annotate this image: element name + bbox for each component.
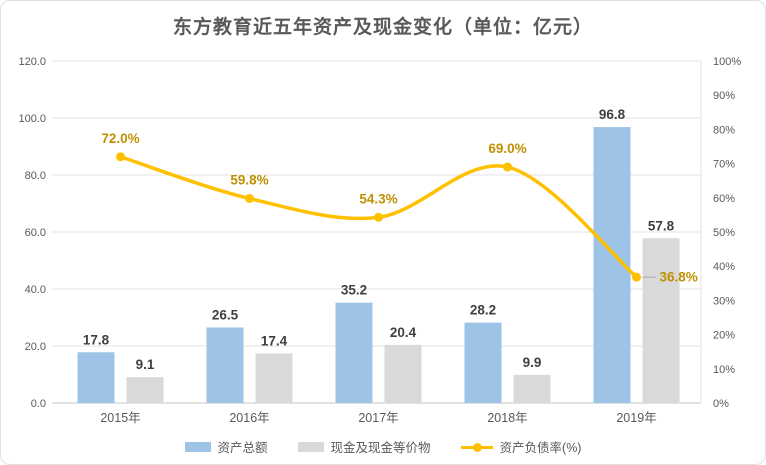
bar-cash-2017年 [384, 344, 422, 403]
legend-label-cash: 现金及现金等价物 [330, 441, 431, 455]
bar-assets-2018年 [464, 322, 502, 403]
bar-cash-2019年 [642, 238, 680, 403]
bar-assets-2015年 [77, 352, 115, 403]
right-axis-tick-label: 30% [713, 295, 735, 307]
bar-assets-2016年 [206, 327, 244, 403]
ratio-value-label: 36.8% [660, 270, 698, 285]
bar-assets-2017年 [335, 302, 373, 403]
bar-cash-2015年 [126, 377, 164, 403]
bar-cash-2018年 [513, 374, 551, 403]
left-axis-tick-label: 60.0 [25, 227, 46, 239]
bar-value-label: 20.4 [390, 325, 417, 340]
left-axis-tick-label: 80.0 [25, 170, 46, 182]
right-axis-tick-label: 60% [713, 193, 735, 205]
bar-value-label: 9.9 [523, 355, 542, 370]
legend-item-ratio: 资产负债率(%) [460, 437, 582, 456]
cash-bar-swatch-icon [297, 441, 324, 452]
ratio-line-swatch-icon [460, 442, 493, 452]
legend-label-ratio: 资产负债率(%) [499, 441, 582, 455]
legend-item-assets: 资产总额 [184, 437, 268, 456]
chart-canvas: 120.0 100.0 80.0 60.0 40.0 20.0 0.0 100% 90% 80% 7… [18, 56, 741, 425]
left-axis-tick-label: 40.0 [25, 284, 46, 296]
bar-value-label: 96.8 [599, 107, 626, 122]
ratio-value-label: 59.8% [230, 172, 268, 187]
bar-cash-2016年 [255, 353, 293, 403]
right-axis-tick-label: 0% [713, 398, 729, 410]
bar-value-label: 35.2 [341, 283, 367, 298]
x-axis-category-label: 2015年 [100, 411, 140, 425]
ratio-value-label: 54.3% [359, 191, 397, 206]
ratio-line [118, 155, 639, 279]
right-axis-tick-label: 100% [713, 56, 741, 68]
bar-value-label: 28.2 [470, 303, 496, 318]
ratio-point-marker-2019年 [632, 272, 641, 282]
left-axis-tick-label: 20.0 [25, 341, 46, 353]
bar-value-label: 17.8 [83, 332, 110, 347]
right-axis-tick-label: 80% [713, 124, 735, 136]
right-axis-tick-label: 20% [713, 330, 735, 342]
x-axis-category-label: 2018年 [487, 411, 527, 425]
ratio-point-marker-2016年 [245, 193, 254, 203]
right-axis-tick-label: 70% [713, 159, 735, 171]
legend-item-cash: 现金及现金等价物 [297, 437, 431, 456]
ratio-point-marker-2017年 [374, 212, 383, 222]
left-axis-tick-label: 100.0 [18, 113, 46, 125]
right-axis-tick-label: 40% [713, 261, 735, 273]
left-axis-tick-label: 120.0 [18, 56, 46, 68]
ratio-point-marker-2018年 [503, 162, 512, 172]
ratio-point-marker-2015年 [116, 152, 125, 162]
left-axis-tick-label: 0.0 [31, 398, 46, 410]
bar-value-label: 9.1 [136, 357, 155, 372]
right-axis-tick-label: 50% [713, 227, 735, 239]
right-axis-tick-label: 10% [713, 364, 735, 376]
bar-value-label: 17.4 [261, 333, 288, 348]
legend-label-assets: 资产总额 [217, 441, 268, 455]
bar-value-label: 57.8 [648, 218, 675, 233]
assets-bar-swatch-icon [184, 441, 211, 452]
chart-title: 东方教育近五年资产及现金变化（单位：亿元） [172, 17, 593, 38]
x-axis-category-label: 2017年 [358, 411, 398, 425]
right-axis-tick-label: 90% [713, 90, 735, 102]
ratio-value-label: 72.0% [101, 131, 139, 146]
bar-value-label: 26.5 [212, 307, 239, 322]
x-axis-category-label: 2016年 [229, 411, 269, 425]
chart-legend: 资产总额 现金及现金等价物 资产负债率(%) [1, 437, 765, 456]
ratio-value-label: 69.0% [488, 141, 526, 156]
x-axis-category-label: 2019年 [616, 411, 656, 425]
